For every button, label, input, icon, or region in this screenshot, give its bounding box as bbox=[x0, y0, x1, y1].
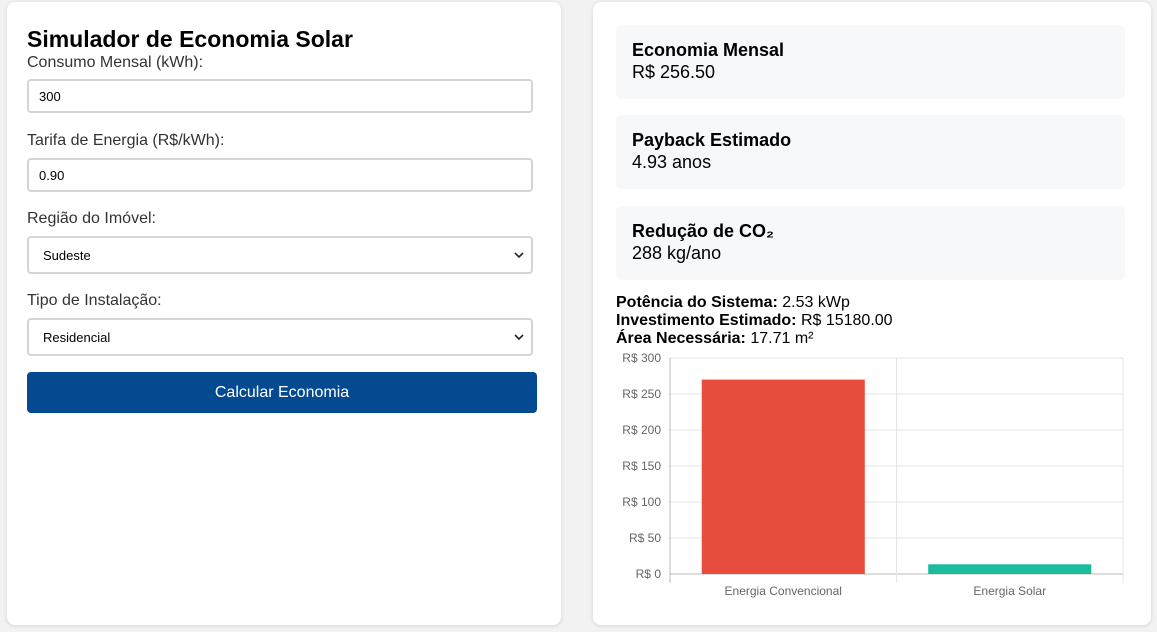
y-tick-label: R$ 250 bbox=[622, 387, 661, 401]
co2-title: Redução de CO₂ bbox=[632, 221, 775, 241]
bar-energia-solar bbox=[928, 564, 1092, 574]
calcular-economia-button[interactable]: Calcular Economia bbox=[27, 372, 537, 413]
bar-energia-convencional bbox=[701, 379, 865, 574]
economia-mensal-card: Economia Mensal R$ 256.50 bbox=[616, 25, 1125, 99]
y-tick-label: R$ 150 bbox=[622, 459, 661, 473]
consumo-field[interactable] bbox=[27, 79, 533, 113]
consumo-label: Consumo Mensal (kWh): bbox=[27, 54, 204, 71]
potencia-line: Potência do Sistema: 2.53 kWp bbox=[616, 294, 850, 312]
tipo-select[interactable]: Residencial bbox=[27, 318, 533, 356]
economy-bar-chart: R$ 0 R$ 50 R$ 100 R$ 150 R$ 200 R$ 250 R$ 300 E… bbox=[622, 351, 1124, 598]
chevron-down-icon bbox=[514, 252, 524, 259]
co2-value: 288 kg/ano bbox=[632, 243, 722, 263]
investimento-value: R$ 15180.00 bbox=[800, 312, 893, 329]
regiao-label: Região do Imóvel: bbox=[27, 210, 156, 227]
chevron-down-icon bbox=[514, 334, 524, 341]
potencia-label: Potência do Sistema: bbox=[616, 294, 778, 311]
consumo-input[interactable] bbox=[29, 81, 531, 111]
x-tick-label: Energia Convencional bbox=[725, 584, 842, 598]
y-tick-label: R$ 300 bbox=[622, 351, 661, 365]
economia-mensal-title: Economia Mensal bbox=[632, 40, 785, 60]
y-tick-label: R$ 50 bbox=[629, 531, 661, 545]
tipo-label: Tipo de Instalação: bbox=[27, 292, 162, 309]
simulator-form-card: Simulador de Economia Solar Consumo Mens… bbox=[7, 2, 561, 625]
results-card: Economia Mensal R$ 256.50 Payback Estima… bbox=[593, 2, 1151, 625]
page-title: Simulador de Economia Solar bbox=[27, 26, 353, 52]
area-line: Área Necessária: 17.71 m² bbox=[616, 330, 813, 348]
investimento-label: Investimento Estimado: bbox=[616, 312, 797, 329]
y-tick-label: R$ 200 bbox=[622, 423, 661, 437]
area-value: 17.71 m² bbox=[750, 330, 814, 347]
regiao-selected-value: Sudeste bbox=[43, 248, 91, 263]
potencia-value: 2.53 kWp bbox=[782, 294, 850, 311]
area-label: Área Necessária: bbox=[616, 330, 746, 347]
payback-title: Payback Estimado bbox=[632, 130, 792, 150]
tipo-selected-value: Residencial bbox=[43, 330, 111, 345]
tarifa-field[interactable] bbox=[27, 158, 533, 192]
regiao-select[interactable]: Sudeste bbox=[27, 236, 533, 274]
tarifa-input[interactable] bbox=[29, 160, 531, 190]
co2-card: Redução de CO₂ 288 kg/ano bbox=[616, 206, 1125, 280]
y-tick-label: R$ 0 bbox=[636, 567, 662, 581]
investimento-line: Investimento Estimado: R$ 15180.00 bbox=[616, 312, 893, 330]
x-tick-label: Energia Solar bbox=[973, 584, 1046, 598]
payback-card: Payback Estimado 4.93 anos bbox=[616, 115, 1125, 189]
y-tick-label: R$ 100 bbox=[622, 495, 661, 509]
payback-value: 4.93 anos bbox=[632, 152, 712, 172]
tarifa-label: Tarifa de Energia (R$/kWh): bbox=[27, 132, 225, 149]
economia-mensal-value: R$ 256.50 bbox=[632, 62, 716, 82]
